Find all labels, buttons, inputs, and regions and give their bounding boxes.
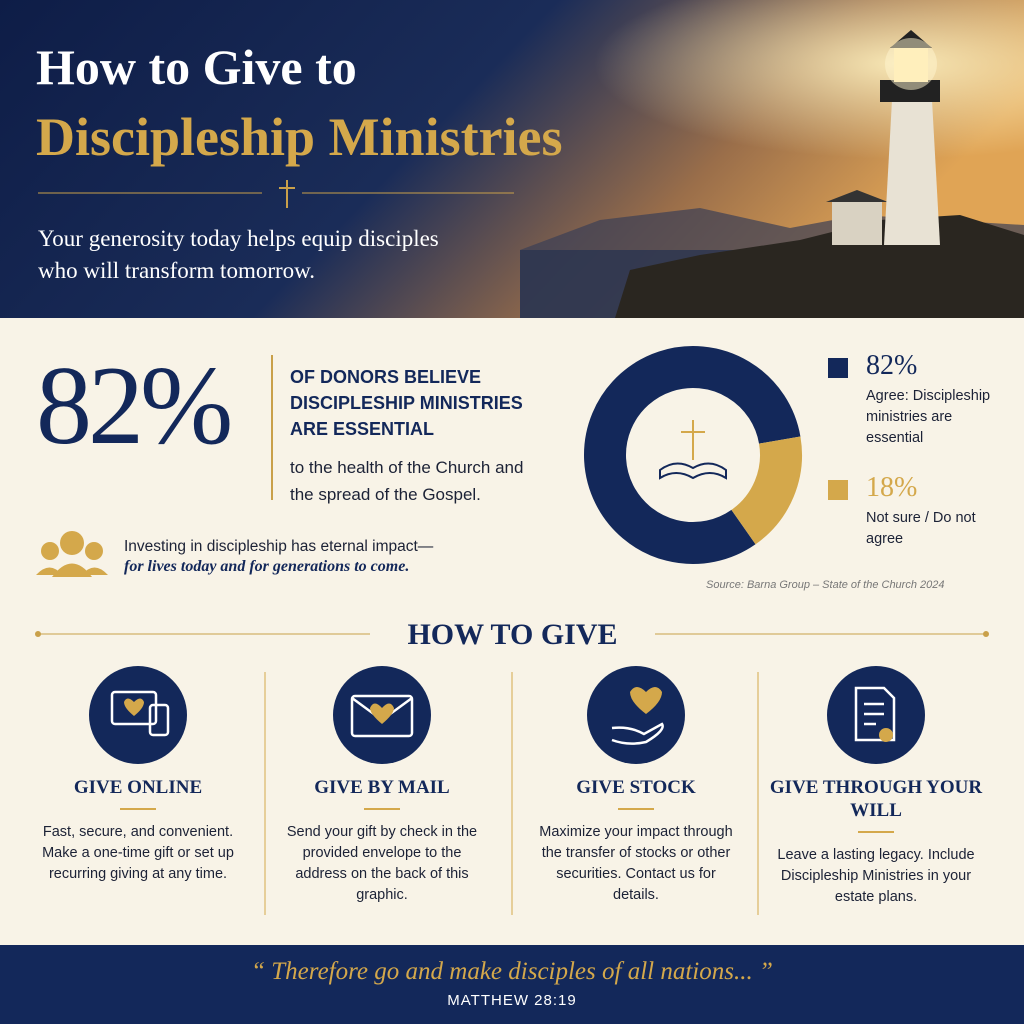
stat-heading: OF DONORS BELIEVE DISCIPLESHIP MINISTRIE… bbox=[290, 367, 523, 439]
underline bbox=[364, 808, 400, 810]
subtitle: who will transform tomorrow. bbox=[38, 258, 316, 283]
title: Discipleship Ministries bbox=[36, 107, 563, 167]
underline bbox=[120, 808, 156, 810]
method-text: Maximize your impact through the transfe… bbox=[539, 824, 733, 903]
legend-value: 18% bbox=[866, 472, 918, 503]
method-title: GIVE STOCK bbox=[576, 777, 696, 798]
method-title: GIVE THROUGH YOUR WILL bbox=[769, 777, 983, 821]
quote: “ Therefore go and make disciples of all… bbox=[251, 958, 773, 985]
title: How to Give to bbox=[36, 39, 357, 95]
method-text: Leave a lasting legacy. Include Disciple… bbox=[777, 847, 975, 905]
legend-value: 82% bbox=[866, 350, 918, 381]
method-title: GIVE BY MAIL bbox=[314, 777, 450, 798]
legend-swatch bbox=[828, 358, 848, 378]
method-title: GIVE ONLINE bbox=[73, 777, 203, 798]
legend-label: Agree: Discipleship ministries are essen… bbox=[866, 388, 991, 446]
source: Source: Barna Group – State of the Churc… bbox=[706, 579, 945, 591]
subtitle: Your generosity today helps equip discip… bbox=[38, 226, 439, 251]
underline bbox=[858, 831, 894, 833]
quote-reference: MATTHEW 28:19 bbox=[447, 992, 577, 1009]
impact-text: for lives today and for generations to c… bbox=[124, 558, 410, 575]
donut-segment bbox=[584, 346, 801, 564]
section-title: HOW TO GIVE bbox=[407, 618, 618, 651]
legend-label: Not sure / Do not agree bbox=[866, 510, 976, 547]
method-text: Fast, secure, and convenient. Make a one… bbox=[42, 824, 234, 882]
stat-detail: to the health of the Church and the spre… bbox=[290, 458, 524, 504]
donut-segment bbox=[730, 436, 802, 545]
legend-swatch bbox=[828, 480, 848, 500]
underline bbox=[618, 808, 654, 810]
method-text: Send your gift by check in the provided … bbox=[286, 824, 478, 903]
big-stat: 82% bbox=[36, 344, 233, 468]
impact-text: Investing in discipleship has eternal im… bbox=[124, 538, 434, 555]
